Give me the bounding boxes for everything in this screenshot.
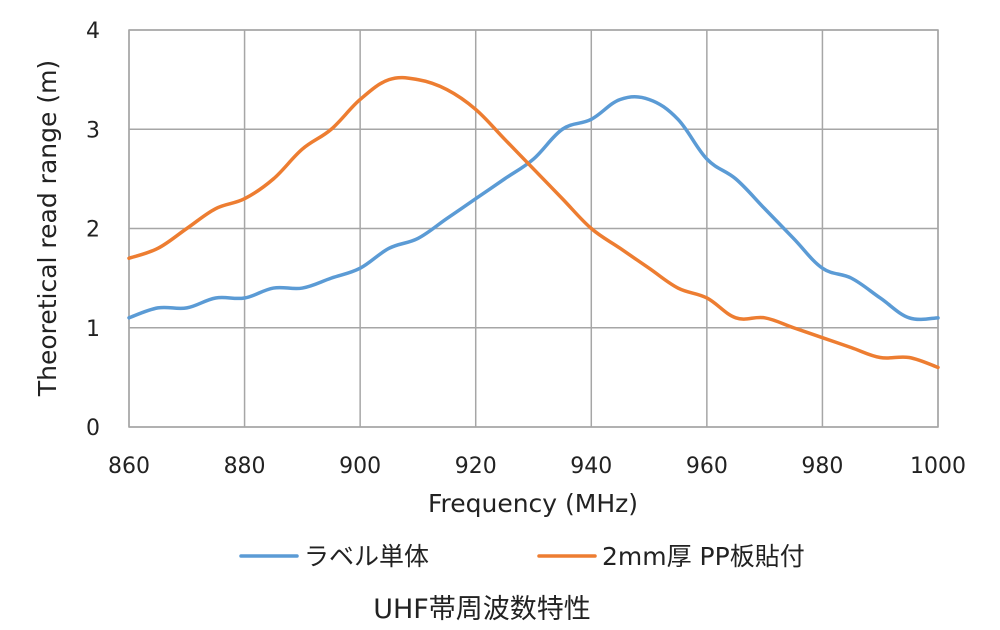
x-tick-label: 940 [570,454,612,479]
x-tick-label: 1000 [910,454,966,479]
grid [128,29,939,428]
x-axis-title: Frequency (MHz) [428,489,638,518]
x-tick-label: 920 [455,454,497,479]
series-line-label-only [127,95,940,322]
x-tick-label: 880 [224,454,266,479]
x-tick-label: 860 [108,454,150,479]
x-tick-label: 980 [801,454,843,479]
y-axis-title: Theoretical read range (m) [33,60,62,397]
chart-caption: UHF帯周波数特性 [373,594,591,625]
series-lines [127,75,940,370]
legend-label-label-only: ラベル単体 [304,542,429,571]
x-axis-tick-labels: 860 880 900 920 940 960 980 1000 [108,454,966,479]
y-tick-label: 1 [86,317,100,342]
y-tick-label: 0 [86,416,100,441]
x-tick-label: 900 [339,454,381,479]
legend-label-pp-board: 2mm厚 PP板貼付 [602,542,805,571]
y-axis-tick-labels: 0 1 2 3 4 [86,19,100,441]
plot-area-border [128,29,939,428]
series-line-pp-board [127,75,940,370]
y-tick-label: 4 [86,19,100,44]
y-tick-label: 2 [86,218,100,243]
y-tick-label: 3 [86,118,100,143]
legend: ラベル単体 2mm厚 PP板貼付 [239,542,805,571]
x-tick-label: 960 [686,454,728,479]
